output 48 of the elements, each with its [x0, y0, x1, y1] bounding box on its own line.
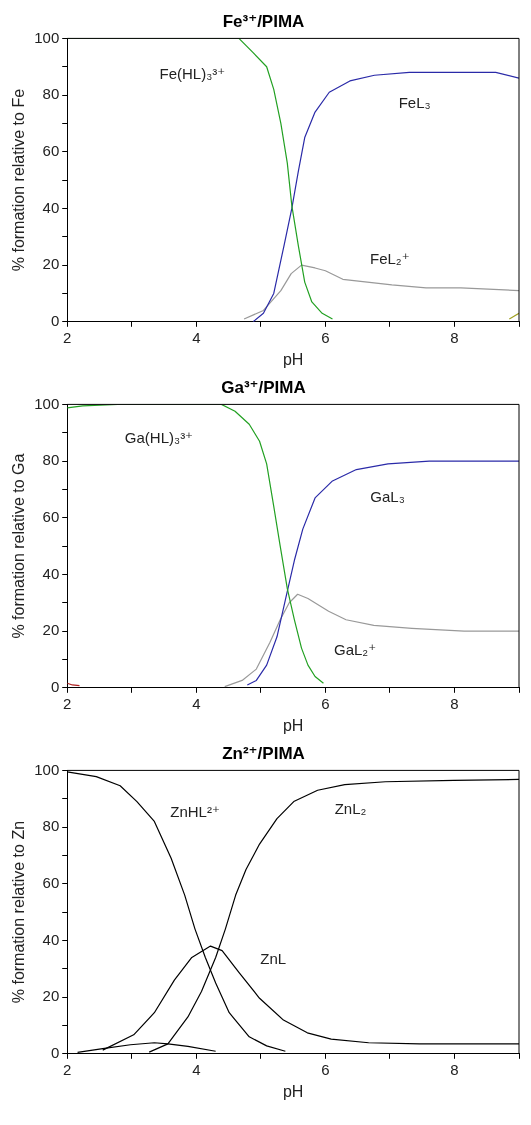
y-axis-title: % formation relative to Fe [10, 88, 28, 272]
y-tick-label: 20 [42, 255, 60, 273]
y-tick-label: 40 [42, 564, 60, 582]
x-axis-title: pH [282, 716, 304, 734]
x-tick-label: 8 [450, 694, 459, 712]
y-tick-label: 0 [50, 1043, 60, 1061]
y-tick-label: 80 [42, 85, 60, 103]
chart-title: Fe³⁺/PIMA [222, 11, 305, 31]
x-axis-title: pH [282, 1082, 304, 1100]
series-label: FeL₂⁺ [370, 249, 410, 267]
x-tick-label: 4 [192, 328, 201, 346]
series-label: FeL₃ [398, 93, 431, 111]
series-label: Ga(HL)₃³⁺ [124, 428, 194, 446]
x-tick-label: 2 [63, 694, 72, 712]
chart-title: Zn²⁺/PIMA [222, 743, 305, 763]
x-tick-label: 2 [63, 328, 72, 346]
x-tick-label: 6 [321, 1060, 330, 1078]
x-tick-label: 6 [321, 694, 330, 712]
y-tick-label: 80 [42, 451, 60, 469]
y-axis-title: % formation relative to Zn [10, 820, 28, 1004]
series-label: ZnL [260, 950, 287, 968]
y-tick-label: 0 [50, 311, 60, 329]
series-label: GaL₂⁺ [333, 641, 377, 659]
x-tick-label: 6 [321, 328, 330, 346]
y-tick-label: 60 [42, 141, 60, 159]
x-tick-label: 4 [192, 1060, 201, 1078]
y-tick-label: 60 [42, 873, 60, 891]
x-tick-label: 4 [192, 694, 201, 712]
x-tick-label: 8 [450, 1060, 459, 1078]
x-tick-label: 2 [63, 1060, 72, 1078]
y-tick-label: 80 [42, 817, 60, 835]
series-label: Fe(HL)₃³⁺ [159, 65, 226, 83]
y-tick-label: 0 [50, 677, 60, 695]
y-tick-label: 60 [42, 507, 60, 525]
y-tick-label: 20 [42, 987, 60, 1005]
chart-title: Ga³⁺/PIMA [221, 377, 306, 397]
y-tick-label: 100 [34, 28, 60, 46]
series-label: GaL₃ [370, 488, 405, 506]
y-tick-label: 40 [42, 198, 60, 216]
y-tick-label: 100 [34, 760, 60, 778]
y-tick-label: 40 [42, 930, 60, 948]
y-axis-title: % formation relative to Ga [10, 453, 28, 639]
y-tick-label: 100 [34, 394, 60, 412]
x-tick-label: 8 [450, 328, 459, 346]
y-tick-label: 20 [42, 621, 60, 639]
series-label: ZnL₂ [334, 800, 367, 818]
x-axis-title: pH [282, 350, 304, 368]
series-label: ZnHL²⁺ [170, 803, 220, 821]
